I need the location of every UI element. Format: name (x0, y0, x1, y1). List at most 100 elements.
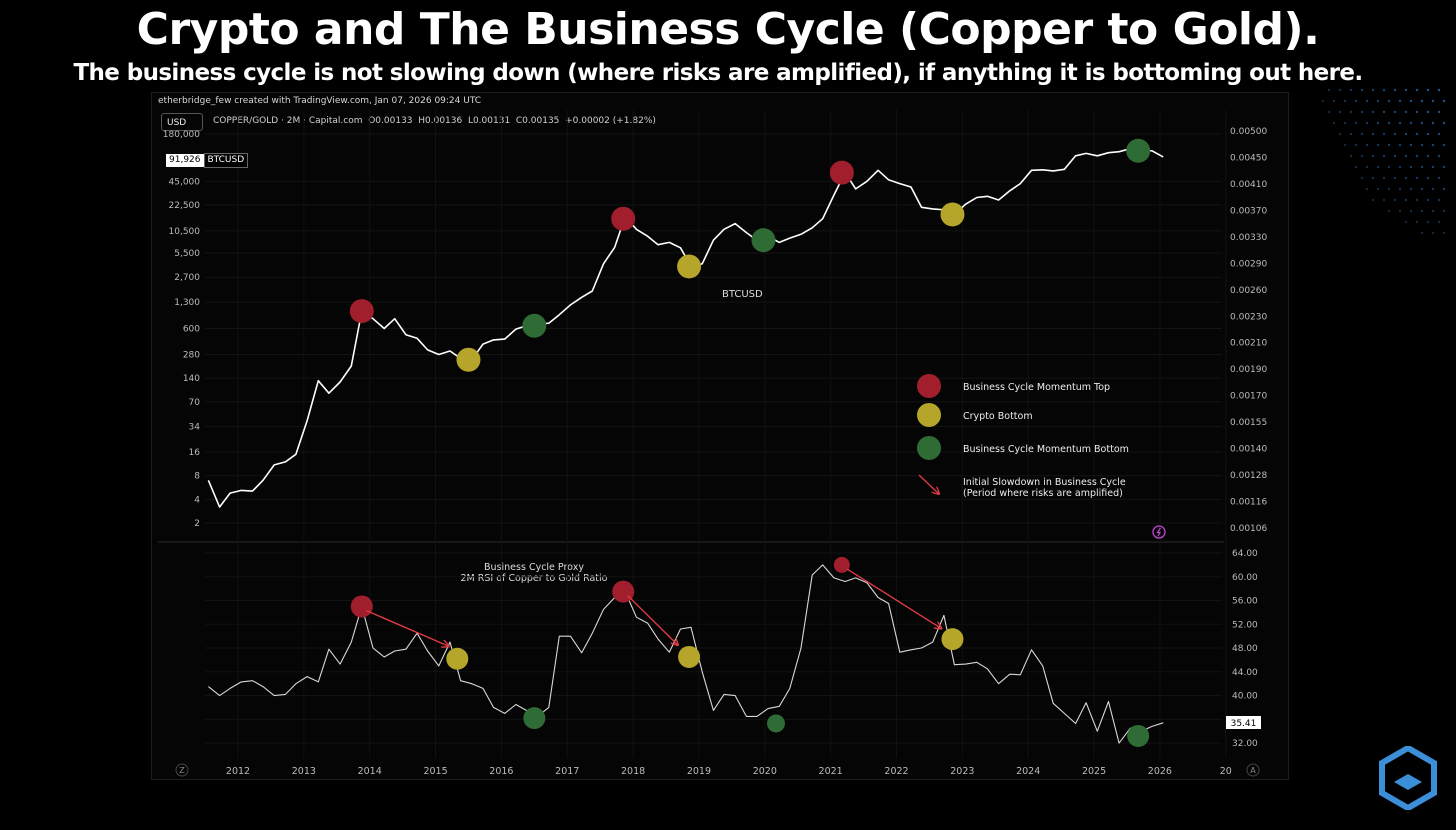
legend-label: Crypto Bottom (963, 411, 1033, 422)
btc-price-symbol: BTCUSD (204, 153, 249, 168)
rsi-marker-crypto-bottom (678, 646, 700, 668)
rsi-subtitle: 2M RSI of Copper to Gold Ratio (461, 573, 608, 584)
x-axis-tick: 2024 (1016, 766, 1040, 777)
btc-series-label: BTCUSD (722, 289, 763, 300)
rsi-marker-momentum-bottom (523, 707, 545, 729)
btc-marker-top (350, 299, 374, 323)
legend-label: Business Cycle Momentum Top (963, 382, 1110, 393)
left-axis: 180,000 45,000 22,500 10,500 5,500 2,700 1,300… (163, 130, 1222, 529)
slowdown-arrow (847, 569, 941, 628)
legend-label: Business Cycle Momentum Bottom (963, 444, 1129, 455)
btc-marker-top (611, 207, 635, 231)
right-axis-tick: 0.00155 (1230, 418, 1267, 428)
auto-scale-button[interactable]: A (1247, 764, 1259, 776)
left-axis-tick: 8 (194, 472, 200, 482)
left-axis-tick: 2,700 (174, 273, 200, 283)
rsi-axis-tick: 44.00 (1232, 668, 1258, 678)
right-axis-tick: 0.00370 (1230, 206, 1267, 216)
right-axis-tick: 0.00106 (1230, 524, 1267, 534)
x-axis-tick: 2021 (819, 766, 843, 777)
legend: Business Cycle Momentum Top Crypto Bottom… (917, 374, 1129, 499)
x-axis-tick: 2019 (687, 766, 711, 777)
btc-marker-momentum-bottom (1126, 139, 1150, 163)
x-axis-tick: 2022 (884, 766, 908, 777)
left-axis-tick: 45,000 (169, 177, 201, 187)
x-axis-tick: 2018 (621, 766, 645, 777)
legend-label: Initial Slowdown in Business Cycle (963, 477, 1126, 488)
brand-logo-icon (1378, 746, 1438, 810)
rsi-last-value: 35.41 (1231, 719, 1257, 729)
rsi-marker-top (351, 595, 373, 617)
btc-marker-crypto-bottom (677, 254, 701, 278)
rsi-axis-tick: 32.00 (1232, 739, 1258, 749)
right-axis-tick: 0.00330 (1230, 233, 1267, 243)
slowdown-arrows (366, 569, 941, 646)
zoom-label: Z (179, 766, 185, 775)
btc-marker-crypto-bottom (940, 202, 964, 226)
left-axis-tick: 34 (189, 422, 201, 432)
right-axis-tick: 0.00230 (1230, 312, 1267, 322)
rsi-title: Business Cycle Proxy (484, 562, 584, 573)
rsi-axis-tick: 48.00 (1232, 644, 1258, 654)
left-axis-tick: 140 (183, 374, 200, 384)
rsi-last-value-tag: 35.41 (1226, 716, 1261, 729)
rsi-axis-tick: 56.00 (1232, 597, 1258, 607)
rsi-axis-tick: 60.00 (1232, 573, 1258, 583)
left-axis-tick: 2 (194, 519, 200, 529)
btc-marker-top (830, 161, 854, 185)
btc-marker-momentum-bottom (751, 228, 775, 252)
right-axis-tick: 0.00140 (1230, 445, 1267, 455)
x-axis-tick: 2025 (1082, 766, 1106, 777)
right-axis-tick: 0.00290 (1230, 259, 1267, 269)
rsi-marker-crypto-bottom (446, 648, 468, 670)
right-axis-tick: 0.00128 (1230, 471, 1267, 481)
x-axis-tick: 2023 (950, 766, 974, 777)
legend-swatch-momentum-bottom (917, 436, 941, 460)
left-axis-tick: 180,000 (163, 130, 200, 140)
left-axis-tick: 1,300 (174, 298, 200, 308)
right-axis: 0.00500 0.00450 0.00410 0.00370 0.00330 0.002… (1230, 127, 1267, 534)
right-axis-tick: 0.00170 (1230, 392, 1267, 402)
x-axis-tick: 2016 (489, 766, 513, 777)
left-axis-tick: 280 (183, 350, 200, 360)
rsi-marker-crypto-bottom (941, 628, 963, 650)
chart-svg: BTCUSD Business Cycle Proxy 2M RSI of Co… (0, 0, 1456, 830)
right-axis-tick: 0.00210 (1230, 339, 1267, 349)
x-axis-tick: 2012 (226, 766, 250, 777)
right-axis-tick: 0.00450 (1230, 153, 1267, 163)
left-axis-tick: 10,500 (169, 227, 201, 237)
x-axis-tick: 2026 (1148, 766, 1172, 777)
rsi-marker-momentum-bottom (767, 714, 785, 732)
right-axis-tick: 0.00116 (1230, 498, 1267, 508)
left-axis-tick: 4 (194, 495, 200, 505)
rsi-marker-top (834, 557, 850, 573)
btc-marker-momentum-bottom (522, 314, 546, 338)
legend-arrow-icon (919, 475, 939, 494)
left-axis-tick: 70 (189, 398, 201, 408)
rsi-axis: 64.0060.0056.0052.0048.0044.0040.0036.00… (205, 549, 1258, 749)
rsi-axis-tick: 40.00 (1232, 692, 1258, 702)
cycle-markers (350, 139, 1150, 747)
right-axis-tick: 0.00500 (1230, 127, 1267, 137)
btc-price-tag: 91,926 BTCUSD (166, 153, 248, 166)
x-axis-tick: 2014 (358, 766, 382, 777)
left-axis-tick: 600 (183, 325, 200, 335)
right-axis-tick: 0.00410 (1230, 180, 1267, 190)
x-axis-tick: 2020 (753, 766, 777, 777)
right-axis-tick: 0.00190 (1230, 365, 1267, 375)
slowdown-arrow (366, 611, 448, 647)
x-axis-tick: 20 (1220, 766, 1232, 777)
alert-icon[interactable] (1153, 526, 1165, 538)
x-axis-tick: 2017 (555, 766, 579, 777)
legend-label-sub: (Period where risks are amplified) (963, 488, 1123, 499)
left-axis-tick: 5,500 (174, 249, 200, 259)
slowdown-arrow (628, 596, 678, 645)
zoom-button[interactable]: Z (176, 764, 188, 776)
rsi-marker-momentum-bottom (1127, 725, 1149, 747)
right-axis-tick: 0.00260 (1230, 286, 1267, 296)
left-axis-tick: 22,500 (169, 201, 201, 211)
legend-swatch-top (917, 374, 941, 398)
left-axis-tick: 16 (189, 448, 201, 458)
btc-price-value: 91,926 (166, 154, 204, 167)
x-axis-tick: 2015 (423, 766, 447, 777)
